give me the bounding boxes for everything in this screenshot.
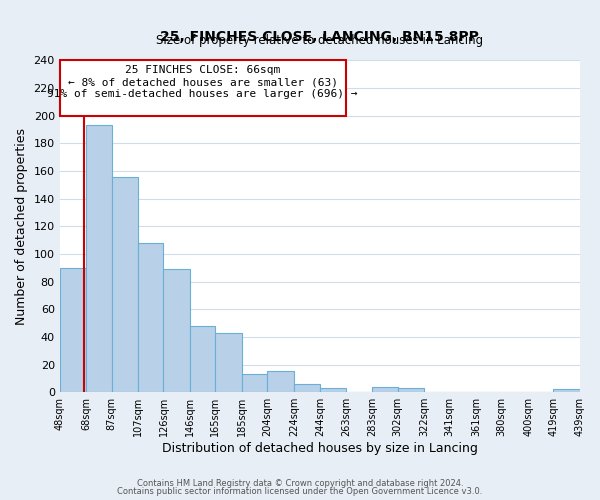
Bar [553, 390, 580, 392]
X-axis label: Distribution of detached houses by size in Lancing: Distribution of detached houses by size … [162, 442, 478, 455]
Bar [86, 126, 112, 392]
Text: Size of property relative to detached houses in Lancing: Size of property relative to detached ho… [156, 34, 484, 47]
Bar [163, 269, 190, 392]
Bar [267, 372, 294, 392]
Text: Contains public sector information licensed under the Open Government Licence v3: Contains public sector information licen… [118, 488, 482, 496]
Text: Contains HM Land Registry data © Crown copyright and database right 2024.: Contains HM Land Registry data © Crown c… [137, 478, 463, 488]
Bar [398, 388, 424, 392]
Text: ← 8% of detached houses are smaller (63): ← 8% of detached houses are smaller (63) [68, 77, 338, 87]
Bar [59, 268, 86, 392]
Bar [190, 326, 215, 392]
Bar [373, 386, 398, 392]
Y-axis label: Number of detached properties: Number of detached properties [15, 128, 28, 325]
Bar [215, 333, 242, 392]
Bar [320, 388, 346, 392]
FancyBboxPatch shape [59, 60, 346, 116]
Bar [112, 176, 138, 392]
Bar [138, 243, 163, 392]
Text: 25 FINCHES CLOSE: 66sqm: 25 FINCHES CLOSE: 66sqm [125, 64, 280, 74]
Bar [242, 374, 267, 392]
Title: 25, FINCHES CLOSE, LANCING, BN15 8PP: 25, FINCHES CLOSE, LANCING, BN15 8PP [160, 30, 479, 44]
Text: 91% of semi-detached houses are larger (696) →: 91% of semi-detached houses are larger (… [47, 90, 358, 100]
Bar [294, 384, 320, 392]
